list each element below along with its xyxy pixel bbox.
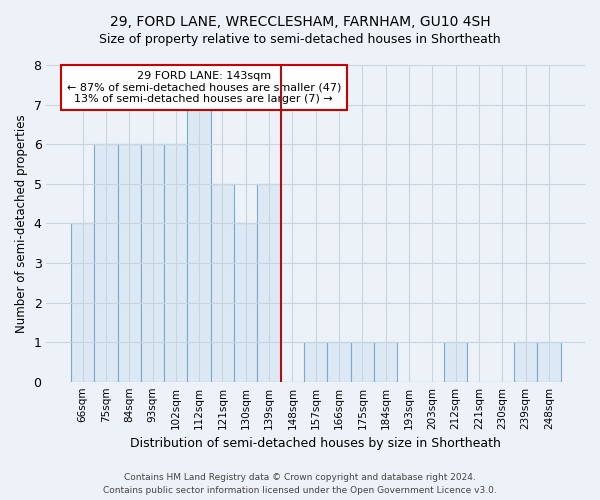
Text: 29 FORD LANE: 143sqm
← 87% of semi-detached houses are smaller (47)
13% of semi-: 29 FORD LANE: 143sqm ← 87% of semi-detac… bbox=[67, 71, 341, 104]
Bar bbox=[374, 342, 397, 382]
Bar bbox=[164, 144, 187, 382]
Bar bbox=[211, 184, 234, 382]
Bar bbox=[350, 342, 374, 382]
Bar bbox=[187, 104, 211, 382]
Text: 29, FORD LANE, WRECCLESHAM, FARNHAM, GU10 4SH: 29, FORD LANE, WRECCLESHAM, FARNHAM, GU1… bbox=[110, 15, 490, 29]
Bar bbox=[94, 144, 118, 382]
Bar bbox=[328, 342, 350, 382]
Bar bbox=[257, 184, 281, 382]
Bar bbox=[537, 342, 560, 382]
Bar bbox=[141, 144, 164, 382]
X-axis label: Distribution of semi-detached houses by size in Shortheath: Distribution of semi-detached houses by … bbox=[130, 437, 501, 450]
Bar bbox=[444, 342, 467, 382]
Bar bbox=[514, 342, 537, 382]
Text: Size of property relative to semi-detached houses in Shortheath: Size of property relative to semi-detach… bbox=[99, 32, 501, 46]
Bar bbox=[118, 144, 141, 382]
Text: Contains HM Land Registry data © Crown copyright and database right 2024.
Contai: Contains HM Land Registry data © Crown c… bbox=[103, 474, 497, 495]
Bar bbox=[234, 224, 257, 382]
Y-axis label: Number of semi-detached properties: Number of semi-detached properties bbox=[15, 114, 28, 332]
Bar bbox=[71, 224, 94, 382]
Bar bbox=[304, 342, 328, 382]
